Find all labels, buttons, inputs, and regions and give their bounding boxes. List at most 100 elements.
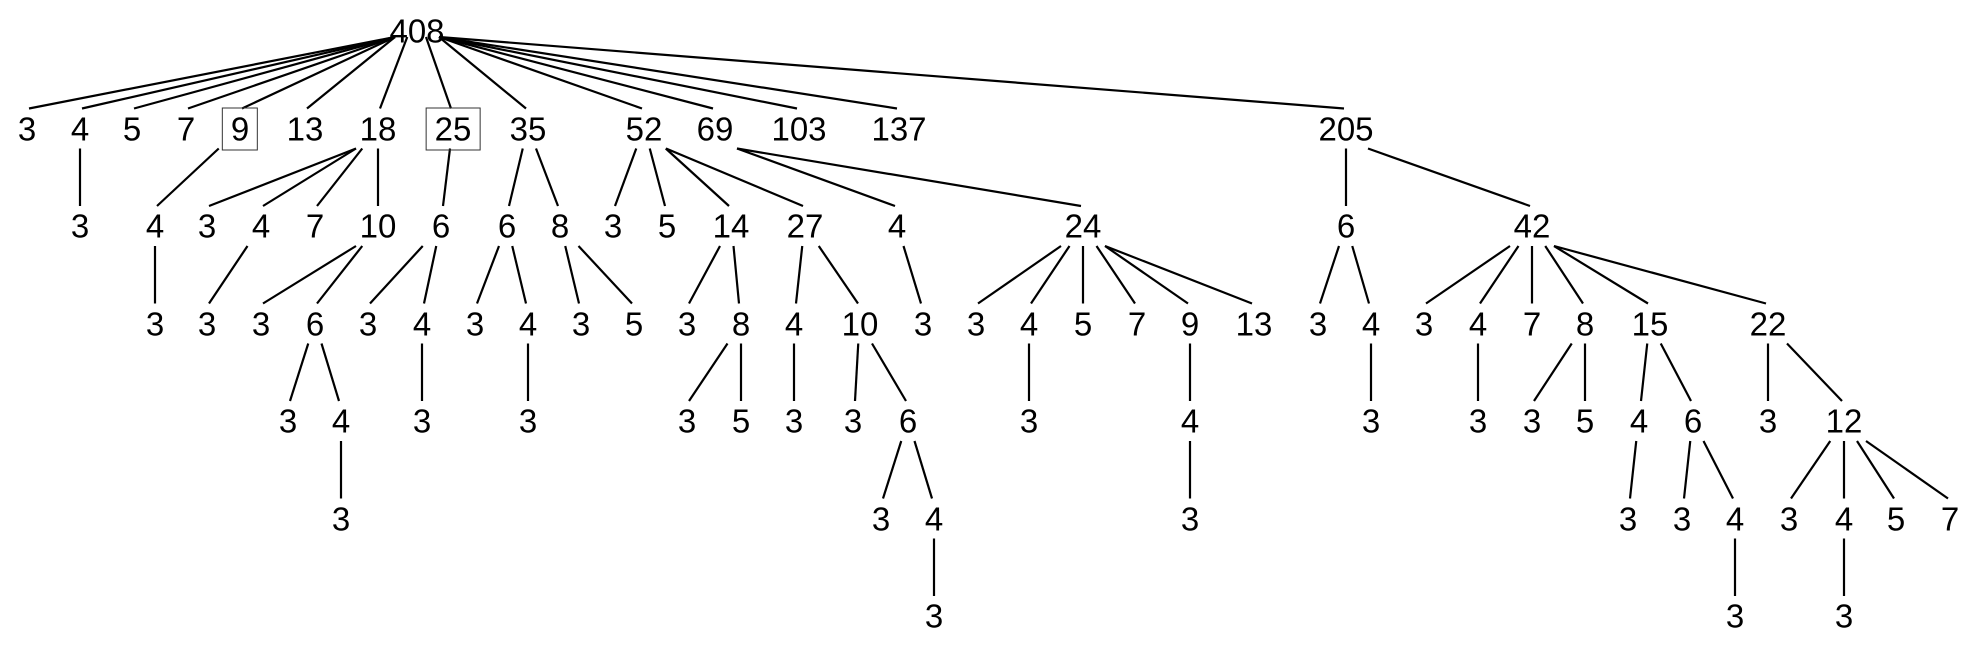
tree-node: 3 (1308, 305, 1328, 342)
tree-node: 3 (966, 305, 986, 342)
tree-node: 4 (145, 207, 165, 245)
tree-node: 9 (1180, 305, 1200, 342)
tree-node: 5 (1073, 305, 1093, 342)
tree-node: 8 (1575, 305, 1595, 342)
tree-edge (306, 36, 396, 110)
tree-node: 35 (509, 110, 547, 147)
tree-edge (1865, 440, 1949, 500)
tree-node: 3 (145, 305, 165, 342)
tree-edge (133, 35, 396, 110)
tree-node: 6 (1683, 402, 1703, 440)
tree-node: 10 (359, 207, 397, 245)
tree-edge (438, 35, 643, 110)
tree-edge (1095, 245, 1136, 305)
tree-edge (441, 148, 452, 207)
tree-node: 14 (712, 207, 750, 245)
tree-edge (422, 245, 438, 304)
tree-node: 3 (412, 402, 432, 440)
tree-node: 3 (603, 207, 623, 245)
tree-node: 6 (431, 207, 451, 245)
tree-edge (1659, 342, 1692, 402)
tree-node: 3 (1725, 597, 1745, 635)
tree-edge (316, 147, 364, 207)
tree-edge (424, 36, 453, 109)
tree-node: 10 (841, 305, 879, 342)
tree-node: 3 (465, 305, 485, 342)
tree-edge (438, 35, 1345, 110)
tree-edge (665, 147, 804, 208)
tree-edge (262, 245, 357, 305)
tree-edge (1682, 440, 1692, 499)
tree-node: 4 (1468, 305, 1488, 342)
tree-edge (564, 245, 581, 304)
tree-node: 3 (358, 305, 378, 342)
tree-edge (378, 36, 409, 109)
tree-node: 27 (786, 207, 824, 245)
tree-edge (1104, 245, 1189, 305)
tree-node: 3 (913, 305, 933, 342)
tree-node: 4 (924, 500, 944, 537)
tree-edge (208, 245, 249, 305)
tree-edge (28, 35, 396, 110)
tree-node: 5 (624, 305, 644, 342)
tree-node: 3 (331, 500, 351, 537)
tree-node: 3 (17, 110, 37, 147)
tree-edge (438, 35, 714, 110)
tree-edge (853, 343, 860, 402)
tree-edge (1425, 245, 1511, 305)
tree-node: 7 (1522, 305, 1542, 342)
tree-edge (1533, 342, 1573, 402)
tree-edge (187, 35, 396, 110)
tree-edge (475, 245, 501, 304)
tree-edge (316, 245, 364, 305)
tree-edge (817, 245, 859, 305)
tree-node: 3 (197, 305, 217, 342)
tree-node: 12 (1825, 402, 1863, 440)
tree-node: 5 (657, 207, 677, 245)
tree-node: 4 (251, 207, 271, 245)
tree-node: 3 (1758, 402, 1778, 440)
tree-node: 3 (677, 305, 697, 342)
tree-node: 7 (176, 110, 196, 147)
tree-node: 52 (625, 110, 663, 147)
tree-node: 4 (1019, 305, 1039, 342)
tree-node: 18 (359, 110, 397, 147)
tree-node: 3 (1019, 402, 1039, 440)
tree-node: 3 (1180, 500, 1200, 537)
tree-node: 3 (784, 402, 804, 440)
tree-edge (871, 342, 907, 402)
tree-edge (736, 147, 896, 208)
tree-edge (977, 245, 1062, 305)
tree-node: 4 (70, 110, 90, 147)
tree-node: 5 (1886, 500, 1906, 537)
tree-edge (1702, 440, 1734, 500)
tree-node-highlighted: 9 (221, 107, 259, 150)
tree-node: 13 (1235, 305, 1273, 342)
tree-edge (1030, 245, 1071, 305)
tree-node: 6 (898, 402, 918, 440)
tree-node: 4 (518, 305, 538, 342)
tree-node: 7 (1127, 305, 1147, 342)
tree-node: 69 (696, 110, 734, 147)
tree-edge (241, 36, 396, 110)
tree-edge (81, 35, 396, 110)
tree-node: 42 (1513, 207, 1551, 245)
tree-edge (1367, 147, 1531, 208)
tree-node: 3 (1414, 305, 1434, 342)
tree-node: 4 (784, 305, 804, 342)
tree-node: 8 (550, 207, 570, 245)
tree-node: 7 (1940, 500, 1960, 537)
tree-edge (438, 35, 798, 110)
tree-edge (1786, 342, 1843, 402)
tree-node: 4 (887, 207, 907, 245)
tree-edge (534, 148, 560, 207)
tree-node: 3 (1779, 500, 1799, 537)
tree-node: 4 (331, 402, 351, 440)
tree-edge (369, 245, 424, 305)
tree-node: 24 (1064, 207, 1102, 245)
tree-edge (794, 245, 804, 304)
tree-edge (1351, 245, 1371, 304)
tree-node: 4 (1834, 500, 1854, 537)
tree-edge (665, 147, 730, 207)
